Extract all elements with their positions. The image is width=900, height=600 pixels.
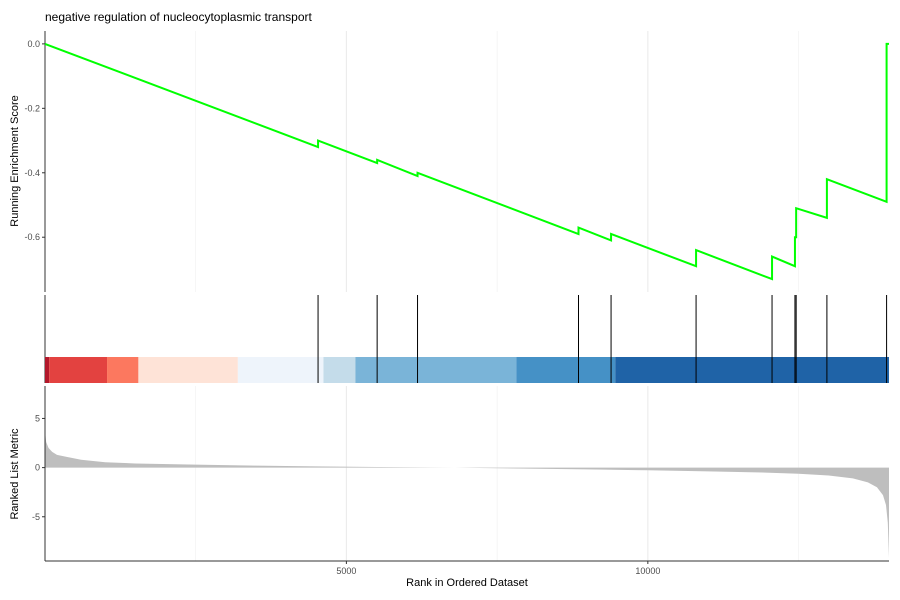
es-gridlines [195, 31, 799, 292]
rank-color-band [107, 357, 139, 383]
es-y-tick-label: -0.4 [24, 168, 40, 178]
rank-color-band [323, 357, 356, 383]
rank-color-band [615, 357, 889, 383]
ranked-metric-panel: 5 0 -5 5000 10000 Ranked List Metric Rank i… [9, 386, 889, 589]
x-ticks: 5000 10000 [336, 561, 660, 576]
rank-gridlines [195, 386, 799, 561]
es-y-tick-label: -0.6 [24, 232, 40, 242]
gene-hit-lines [317, 295, 888, 383]
es-y-ticks: 0.0 -0.2 -0.4 -0.6 [24, 39, 45, 242]
es-y-tick-label: -0.2 [24, 103, 40, 113]
chart-title: negative regulation of nucleocytoplasmic… [45, 10, 312, 24]
es-y-tick-label: 0.0 [27, 39, 40, 49]
rank-color-band [49, 357, 108, 383]
rank-color-band [516, 357, 616, 383]
gene-hits-panel [44, 295, 889, 383]
rank-y-tick-label: 0 [35, 463, 40, 473]
rank-color-band [45, 357, 50, 383]
rank-color-band [355, 357, 517, 383]
running-enrichment-score-line [44, 42, 889, 281]
rank-y-axis-label: Ranked List Metric [9, 428, 21, 520]
rank-color-bar [45, 357, 889, 383]
ranked-metric-area [45, 430, 889, 559]
x-tick-label: 10000 [635, 566, 660, 576]
rank-color-band [138, 357, 238, 383]
rank-y-ticks: 5 0 -5 [32, 413, 45, 522]
rank-y-tick-label: -5 [32, 512, 40, 522]
rank-color-band [237, 357, 324, 383]
x-tick-label: 5000 [336, 566, 356, 576]
es-y-axis-label: Running Enrichment Score [9, 95, 21, 226]
rank-y-tick-label: 5 [35, 413, 40, 423]
x-axis-label: Rank in Ordered Dataset [406, 577, 528, 589]
enrichment-score-panel: 0.0 -0.2 -0.4 -0.6 Running Enrichment Score [9, 31, 889, 292]
